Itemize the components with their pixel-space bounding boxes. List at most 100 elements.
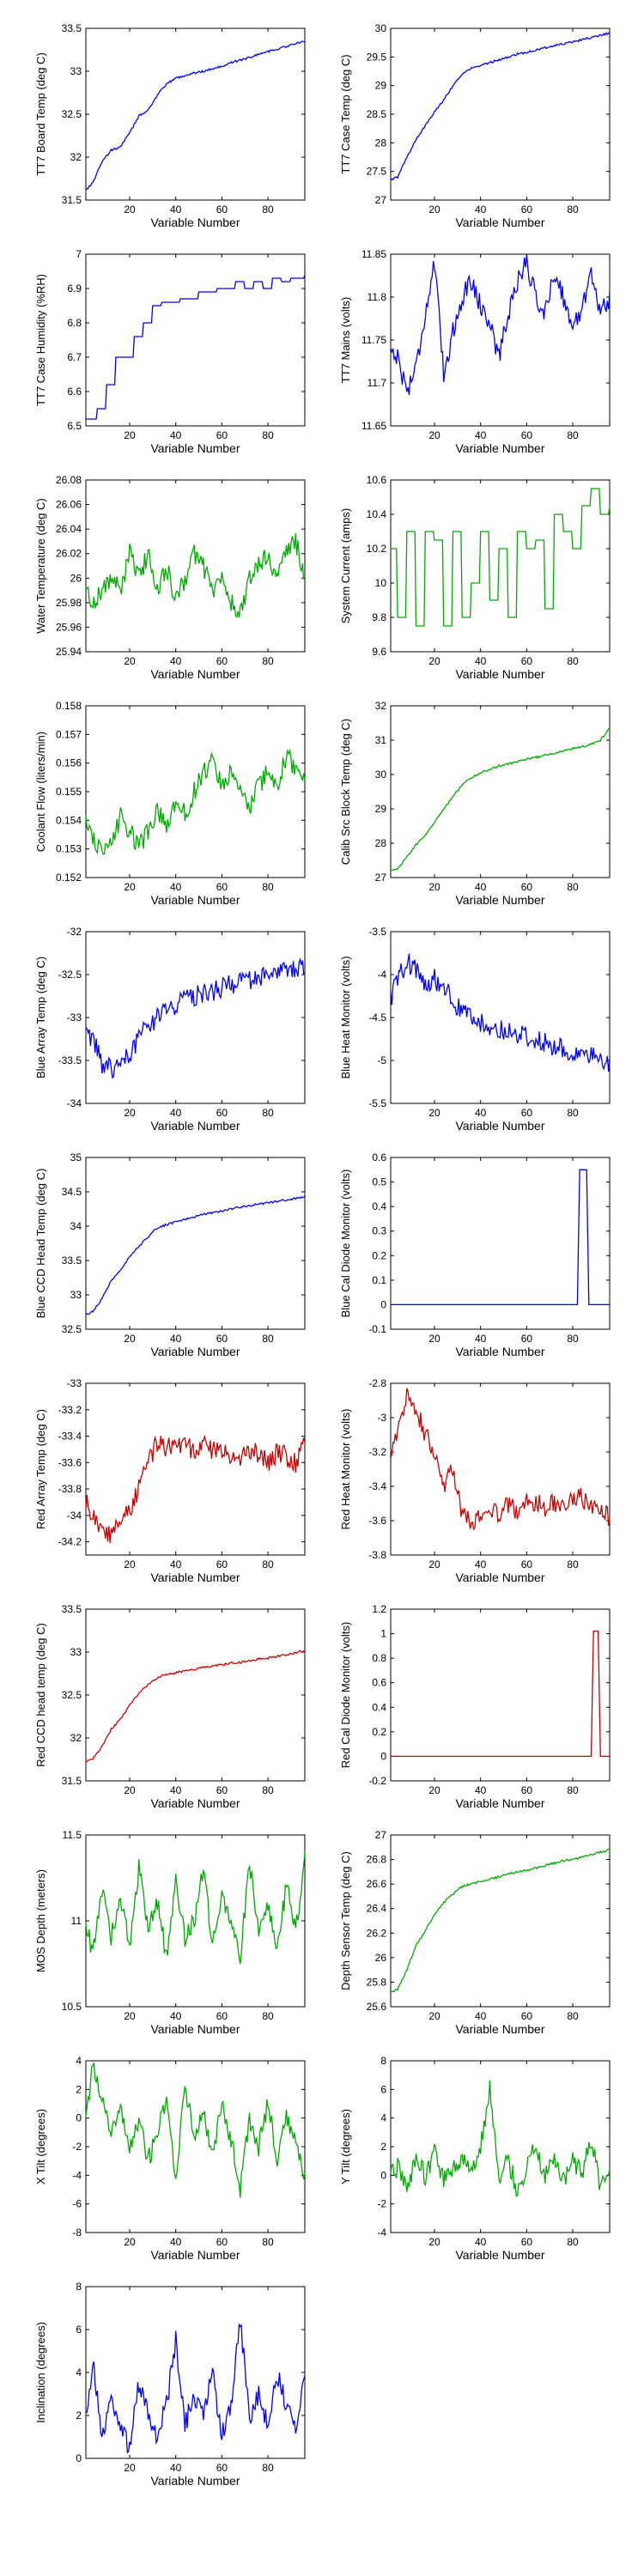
y-axis-label: TT7 Case Humidity (%RH) — [34, 274, 47, 406]
x-tick-label: 20 — [124, 2236, 136, 2248]
y-tick-label: 26.8 — [367, 1854, 387, 1866]
x-tick-label: 40 — [475, 1558, 487, 1571]
chart-12: 20 40 60 80 -0.1 0 0.1 0.2 0.3 0.4 0.5 0.6 Variable … — [339, 1151, 611, 1358]
chart-18: 20 40 60 80 25.6 25.8 26 26.2 26.4 26.6 26.8 27 Vari… — [339, 1829, 611, 2036]
y-tick-label: 8 — [380, 2055, 386, 2067]
y-tick-label: -5.5 — [368, 1097, 386, 1109]
y-tick-label: 31.5 — [62, 194, 82, 206]
y-tick-label: 11.7 — [368, 377, 387, 389]
y-tick-label: 32 — [375, 700, 387, 712]
y-tick-label: 11.85 — [361, 248, 386, 260]
y-tick-label: 25.8 — [367, 1976, 387, 1988]
x-tick-label: 20 — [124, 204, 136, 216]
y-axis-label: Coolant Flow (liters/min) — [34, 732, 47, 852]
chart-2: 20 40 60 80 27 27.5 28 28.5 29 29.5 30 Variable Num… — [339, 22, 611, 229]
plot-frame — [85, 253, 306, 427]
y-tick-label: -5 — [377, 1054, 386, 1066]
series-line — [391, 488, 611, 627]
x-axis-label: Variable Number — [455, 216, 544, 229]
y-tick-label: 26.2 — [367, 1927, 387, 1939]
series-line — [391, 1169, 610, 1306]
x-tick-label: 40 — [475, 429, 487, 441]
plot-frame — [85, 1382, 306, 1556]
y-tick-label: 26 — [70, 572, 82, 584]
y-tick-label: 33.5 — [62, 1255, 82, 1267]
y-tick-label: 0.6 — [372, 1677, 386, 1689]
x-tick-label: 60 — [521, 1107, 533, 1119]
series-line — [85, 2324, 306, 2454]
x-tick-label: 20 — [428, 204, 440, 216]
x-axis-label: Variable Number — [150, 1796, 240, 1810]
x-tick-label: 40 — [170, 2462, 182, 2474]
plot-frame — [85, 2060, 306, 2233]
chart-17: 20 40 60 80 10.5 11 11.5 Variable Number MOS Dep… — [34, 1829, 306, 2036]
x-tick-label: 80 — [567, 1107, 579, 1119]
y-tick-label: 0.6 — [372, 1151, 386, 1163]
y-tick-label: -32.5 — [58, 969, 82, 981]
series-line — [85, 2062, 306, 2198]
x-tick-label: 60 — [521, 204, 533, 216]
x-axis-label: Variable Number — [150, 1119, 240, 1133]
x-tick-label: 40 — [475, 1784, 487, 1796]
y-tick-label: 1.2 — [372, 1603, 386, 1615]
y-tick-label: 0.1 — [372, 1274, 386, 1286]
plot-frame — [85, 1157, 306, 1330]
y-tick-label: -34 — [67, 1510, 82, 1522]
x-axis-label: Variable Number — [455, 2022, 544, 2036]
x-tick-label: 60 — [216, 1558, 228, 1571]
x-axis-label: Variable Number — [455, 2248, 544, 2262]
y-axis-label: Blue CCD Head Temp (deg C) — [34, 1169, 47, 1319]
x-axis-label: Variable Number — [455, 1571, 544, 1584]
x-tick-label: 80 — [567, 1333, 579, 1345]
x-tick-label: 20 — [124, 1333, 136, 1345]
y-axis-label: Red CCD head temp (deg C) — [34, 1623, 47, 1767]
y-tick-label: 0.158 — [56, 700, 82, 712]
x-tick-label: 60 — [521, 1784, 533, 1796]
series-line — [391, 1631, 610, 1758]
x-tick-label: 20 — [428, 881, 440, 893]
y-tick-label: -34.2 — [58, 1536, 82, 1548]
x-tick-label: 60 — [216, 1107, 228, 1119]
x-tick-label: 60 — [521, 2010, 533, 2022]
x-tick-label: 80 — [262, 2462, 274, 2474]
y-tick-label: 29 — [375, 803, 387, 815]
x-axis-label: Variable Number — [150, 2474, 240, 2488]
series-line — [390, 254, 611, 396]
y-tick-label: -33.6 — [58, 1456, 82, 1468]
y-axis-label: Blue Heat Monitor (volts) — [339, 956, 352, 1078]
y-tick-label: 11.75 — [361, 334, 386, 346]
y-tick-label: 28.5 — [367, 108, 387, 120]
chart-10: 20 40 60 80 -5.5 -5 -4.5 -4 -3.5 Variable Number B… — [339, 926, 611, 1133]
y-axis-label: Red Array Temp (deg C) — [34, 1409, 47, 1529]
x-tick-label: 60 — [216, 655, 228, 667]
y-tick-label: 31.5 — [62, 1775, 82, 1787]
x-tick-label: 20 — [124, 2462, 136, 2474]
y-tick-label: 34.5 — [62, 1186, 82, 1198]
x-tick-label: 80 — [262, 2236, 274, 2248]
series-line — [85, 1434, 306, 1544]
chart-1: 20 40 60 80 31.5 32 32.5 33 33.5 Variable Number T… — [34, 22, 306, 229]
y-tick-label: 32 — [70, 1732, 82, 1744]
y-tick-label: 0.2 — [372, 1249, 386, 1261]
x-tick-label: 40 — [475, 2236, 487, 2248]
x-tick-label: 80 — [567, 204, 579, 216]
plot-frame — [390, 2060, 611, 2233]
x-tick-label: 60 — [521, 429, 533, 441]
chart-5: 20 40 60 80 25.94 25.96 25.98 26 26.02 26.04 26.06… — [34, 474, 306, 681]
y-tick-label: 35 — [70, 1151, 82, 1163]
plot-frame — [390, 253, 611, 427]
y-tick-label: 0 — [380, 2169, 386, 2181]
y-tick-label: 6.8 — [67, 317, 82, 329]
y-tick-label: 25.94 — [56, 646, 82, 658]
x-tick-label: 20 — [124, 881, 136, 893]
y-tick-label: -2.8 — [368, 1377, 386, 1389]
y-tick-label: 30 — [375, 769, 387, 781]
y-tick-label: 11.65 — [361, 420, 386, 432]
y-tick-label: 1 — [380, 1628, 386, 1640]
x-tick-label: 20 — [428, 2010, 440, 2022]
y-tick-label: 31 — [375, 734, 387, 746]
y-tick-label: 29 — [375, 80, 387, 92]
y-tick-label: 28 — [375, 137, 387, 149]
y-axis-label: Y Tilt (degrees) — [339, 2109, 352, 2184]
x-tick-label: 80 — [262, 1558, 274, 1571]
